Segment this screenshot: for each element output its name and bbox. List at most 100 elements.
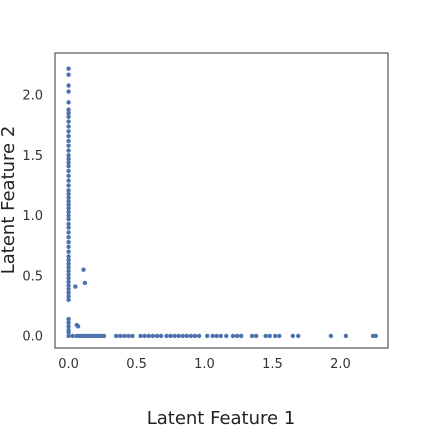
y-tick-label: 0.5: [22, 269, 43, 284]
data-point: [188, 333, 194, 339]
data-point: [66, 114, 71, 120]
x-axis-label: Latent Feature 1: [147, 408, 296, 429]
x-tick-labels: 0.0 0.5 1.0 1.5 2.0: [58, 357, 351, 372]
data-point: [66, 188, 71, 193]
y-tick-label: 2.0: [22, 89, 43, 104]
data-point: [66, 230, 71, 235]
data-point: [66, 225, 71, 230]
data-point: [176, 333, 181, 339]
data-point: [196, 333, 202, 339]
data-point: [66, 119, 71, 124]
data-point: [66, 257, 71, 263]
y-axis-label: Latent Feature 2: [0, 126, 19, 275]
data-point: [205, 333, 210, 339]
data-point: [158, 333, 164, 339]
data-point: [218, 333, 224, 339]
data-point: [290, 333, 296, 339]
data-point: [263, 333, 268, 339]
data-point: [66, 324, 71, 329]
data-point: [296, 333, 301, 339]
data-point: [66, 294, 71, 299]
y-tick-label: 1.0: [22, 209, 43, 224]
y-tick-labels: 0.0 0.5 1.0 1.5 2.0: [22, 89, 43, 345]
data-point: [66, 198, 71, 204]
x-tick-label: 2.0: [330, 357, 351, 372]
data-point: [81, 267, 86, 272]
data-point: [150, 333, 156, 339]
data-point: [267, 333, 272, 339]
data-point: [253, 333, 259, 339]
data-point: [66, 160, 71, 165]
data-point: [66, 239, 71, 245]
data-point: [66, 244, 71, 250]
data-point: [66, 148, 71, 153]
data-point: [192, 333, 198, 339]
data-point: [66, 333, 71, 339]
data-point: [66, 107, 71, 112]
data-point: [373, 333, 378, 339]
data-point: [66, 66, 71, 71]
data-point: [328, 333, 334, 339]
data-point: [224, 333, 229, 339]
data-point: [343, 333, 349, 339]
data-point: [210, 333, 215, 339]
data-point: [66, 89, 71, 94]
data-point: [168, 333, 173, 339]
data-point: [234, 333, 240, 339]
data-point: [180, 333, 185, 339]
data-point: [230, 333, 236, 339]
plot-frame: [54, 52, 389, 349]
data-point: [66, 290, 71, 295]
data-point: [66, 168, 71, 174]
data-point: [66, 254, 71, 259]
data-point: [66, 272, 71, 277]
data-point: [184, 333, 190, 339]
data-point: [66, 163, 71, 169]
y-tick-label: 1.5: [22, 149, 43, 164]
data-point: [66, 111, 71, 116]
data-point: [122, 333, 127, 339]
data-point: [70, 333, 75, 339]
data-point: [66, 275, 71, 281]
data-point: [66, 72, 71, 77]
data-point: [66, 124, 71, 129]
data-point: [113, 333, 119, 339]
data-point: [66, 283, 71, 288]
data-point: [249, 333, 255, 339]
data-point: [66, 173, 71, 179]
data-point: [66, 143, 71, 148]
data-point: [130, 333, 135, 339]
data-point: [272, 333, 278, 339]
data-point: [66, 249, 71, 254]
data-point: [154, 333, 160, 339]
data-point: [66, 330, 71, 335]
data-point: [66, 178, 71, 183]
data-point: [66, 183, 71, 188]
data-point: [126, 333, 131, 339]
data-point: [66, 316, 71, 322]
x-tick-label: 0.0: [58, 357, 79, 372]
data-point: [66, 153, 71, 158]
data-point: [66, 195, 71, 200]
data-point: [164, 333, 169, 339]
data-point: [66, 221, 71, 227]
data-point: [66, 297, 71, 303]
data-point: [66, 265, 71, 270]
data-point: [66, 216, 71, 222]
data-point: [73, 284, 78, 289]
data-point: [142, 333, 147, 339]
x-tick-label: 1.0: [194, 357, 215, 372]
x-tick-label: 1.5: [262, 357, 283, 372]
data-point: [101, 333, 107, 339]
data-point: [66, 156, 71, 162]
data-point: [66, 202, 71, 207]
y-tick-label: 0.0: [22, 329, 43, 344]
data-point: [66, 286, 71, 292]
x-tick-label: 0.5: [126, 357, 147, 372]
data-point: [66, 209, 71, 215]
data-point: [66, 213, 71, 218]
data-point: [75, 324, 81, 329]
data-point: [277, 333, 282, 339]
data-point: [66, 261, 71, 266]
data-point: [66, 206, 71, 211]
